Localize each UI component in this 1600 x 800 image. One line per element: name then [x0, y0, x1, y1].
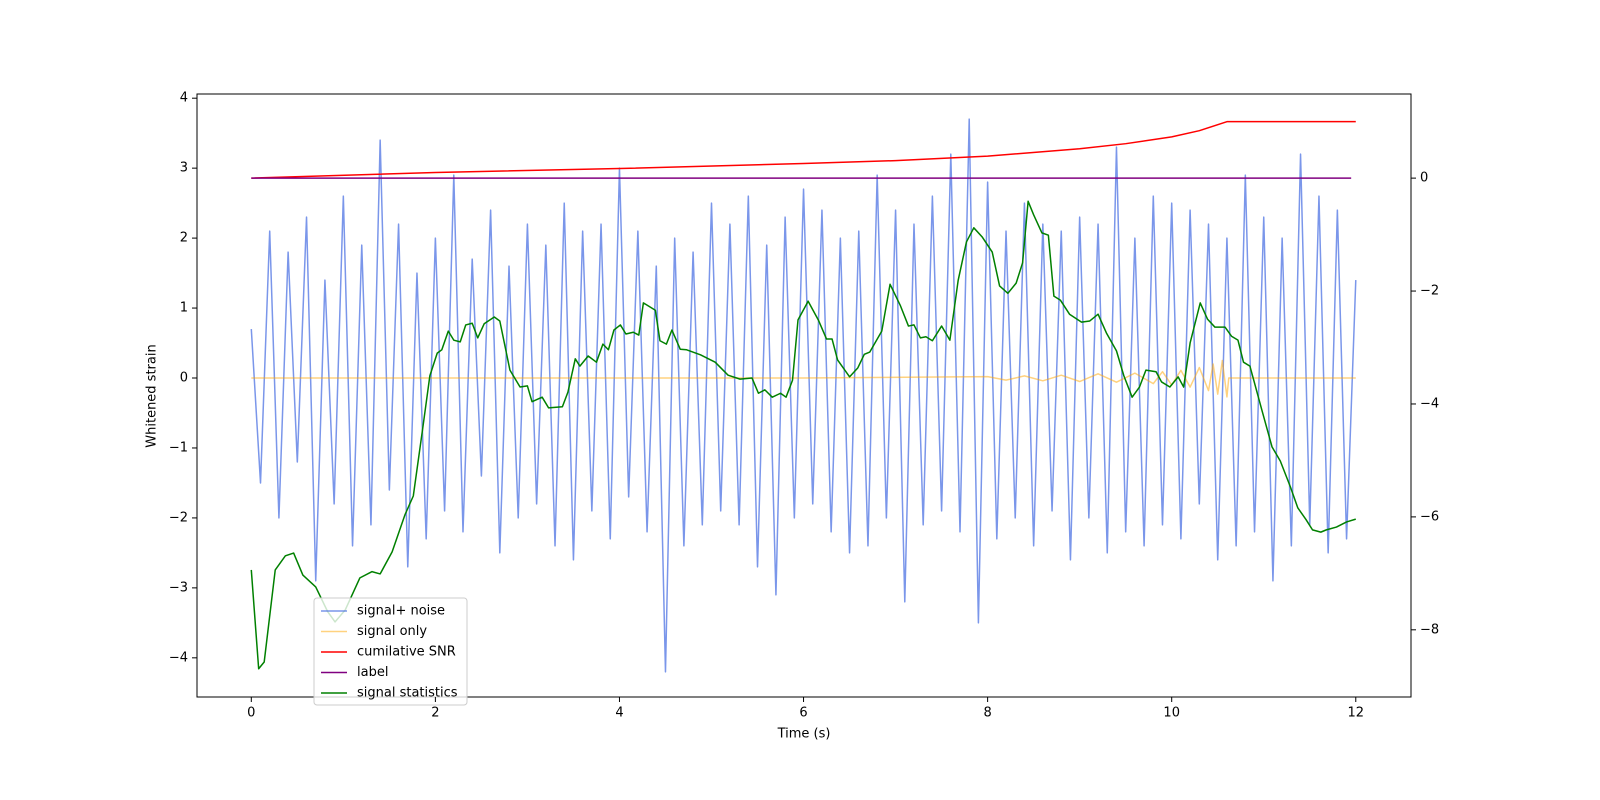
y2-tick-label: −2 [1420, 284, 1439, 299]
legend-label: signal+ noise [357, 604, 445, 619]
x-tick-label: 2 [431, 706, 439, 721]
y-tick-label: −1 [169, 440, 188, 455]
y-axis-label: Whitened strain [145, 344, 160, 447]
series-line [251, 120, 1356, 179]
y-tick-label: 4 [180, 91, 188, 106]
plot-area [250, 118, 1357, 673]
legend-label: signal only [357, 624, 427, 639]
y-tick-label: −4 [169, 650, 188, 665]
y-tick-label: −3 [169, 580, 188, 595]
x-tick-label: 10 [1163, 706, 1180, 721]
x-tick-label: 0 [247, 706, 255, 721]
legend: signal+ noise signal only cumilative SNR la… [313, 597, 468, 706]
y2-tick-label: 0 [1420, 171, 1428, 186]
x-tick-label: 12 [1348, 706, 1365, 721]
legend-label: cumilative SNR [357, 645, 456, 660]
y2-tick-label: −8 [1420, 622, 1439, 637]
legend-box [313, 597, 468, 706]
x-tick-label: 8 [983, 706, 991, 721]
x-tick-label: 4 [615, 706, 623, 721]
series-line [251, 359, 1356, 398]
y-tick-label: −2 [169, 510, 188, 525]
legend-label: label [357, 665, 388, 680]
legend-label: signal statistics [357, 686, 458, 701]
x-axis-label: Time (s) [777, 727, 831, 742]
y-tick-label: 2 [180, 231, 188, 246]
series-line [250, 118, 1357, 673]
y2-tick-label: −4 [1420, 396, 1439, 411]
x-tick-label: 6 [799, 706, 807, 721]
y-tick-label: 3 [180, 161, 188, 176]
y-tick-label: 1 [180, 301, 188, 316]
y2-tick-label: −6 [1420, 509, 1439, 524]
y-tick-label: 0 [180, 371, 188, 386]
series-line [250, 200, 1356, 670]
